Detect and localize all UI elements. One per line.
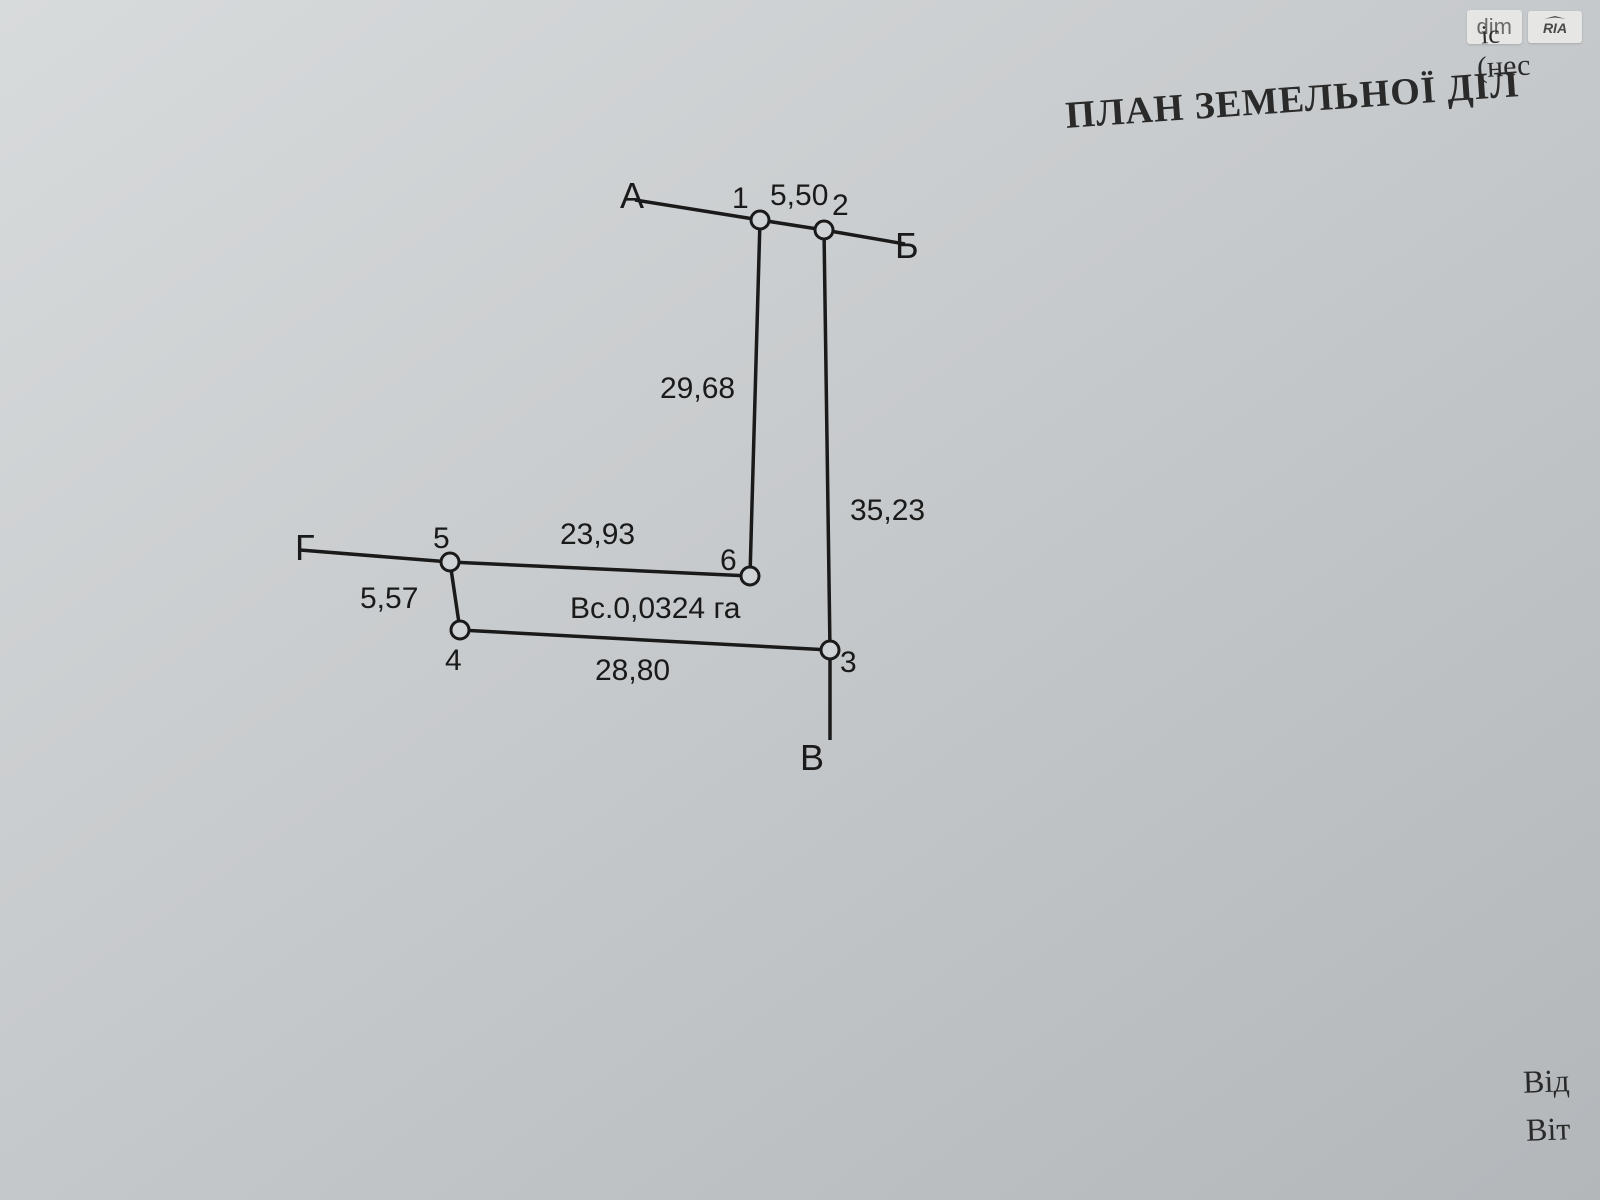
ext-label-G: Г: [295, 527, 315, 568]
edge-2-3: [824, 230, 830, 650]
ext-label-V: В: [800, 737, 824, 778]
vertex-label-4: 4: [445, 644, 462, 677]
length-label-5-6: 23,93: [560, 518, 635, 551]
vertex-5-marker: [441, 553, 459, 571]
vertex-6-marker: [741, 567, 759, 585]
length-label-4-5: 5,57: [360, 582, 418, 615]
vertex-label-5: 5: [433, 522, 450, 555]
page-background: dim RIA іс (нес ПЛАН ЗЕМЕЛЬНОЇ ДІЛ Від В…: [0, 0, 1600, 1200]
vertex-label-6: 6: [720, 544, 737, 577]
edge-6-1: [750, 220, 760, 576]
length-label-6-1: 29,68: [660, 372, 735, 405]
vertex-1-marker: [751, 211, 769, 229]
area-label: Вс.0,0324 га: [570, 592, 741, 625]
ext-line-B_letter: [824, 230, 905, 244]
vertex-label-3: 3: [840, 646, 857, 679]
vertex-4-marker: [451, 621, 469, 639]
ext-label-B_letter: Б: [895, 225, 919, 266]
ext-line-G: [300, 550, 450, 562]
length-label-1-2: 5,50: [770, 179, 828, 212]
vertex-label-1: 1: [732, 182, 749, 215]
vertex-3-marker: [821, 641, 839, 659]
length-label-2-3: 35,23: [850, 494, 925, 527]
vertex-label-2: 2: [832, 189, 849, 222]
edge-3-4: [460, 630, 830, 650]
ext-label-A: А: [620, 175, 644, 216]
length-label-3-4: 28,80: [595, 654, 670, 687]
vertex-2-marker: [815, 221, 833, 239]
land-plot-diagram: А Б В Г 1 2 3 4 5 6 5,50 35,23 28,80 5,57 23,93 29,68 Вс…: [0, 0, 1600, 1200]
edge-5-6: [450, 562, 750, 576]
